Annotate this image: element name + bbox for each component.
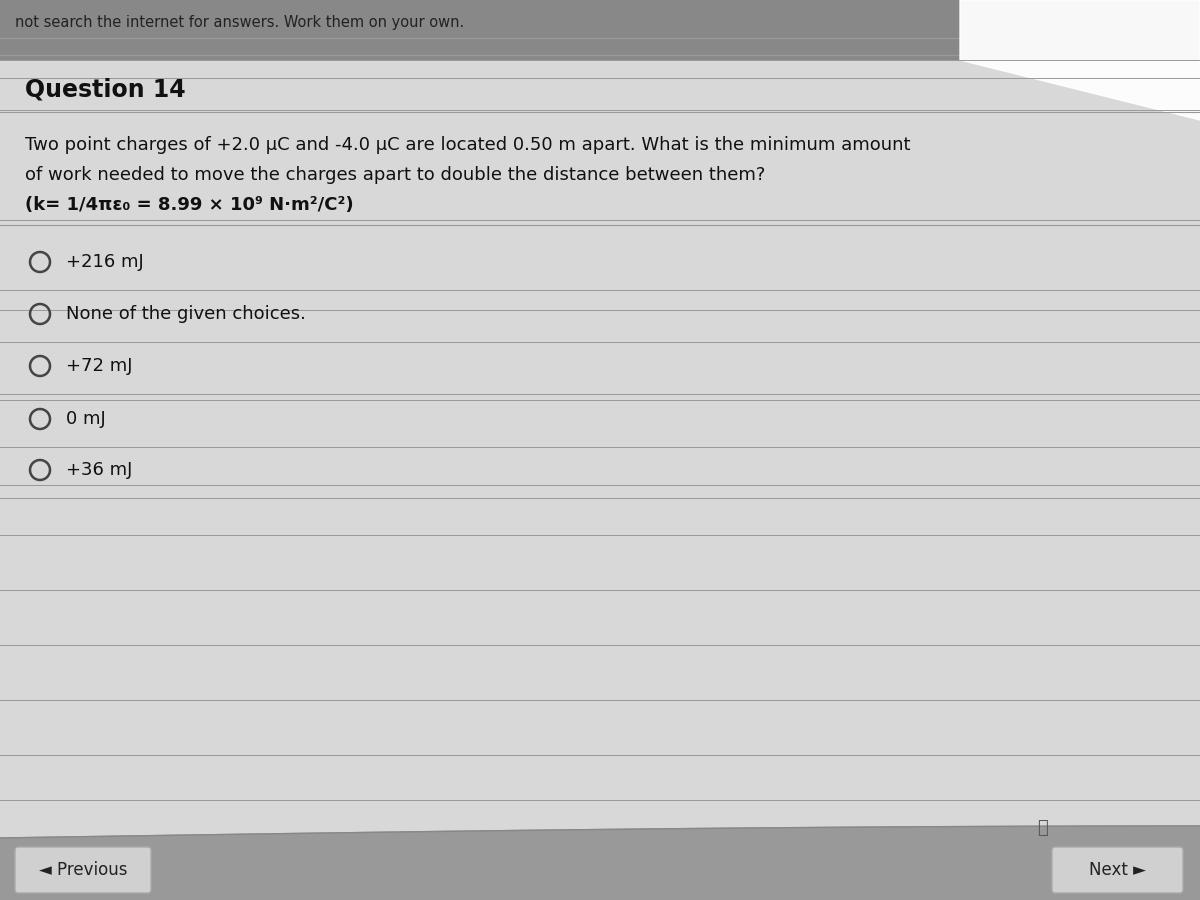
Text: None of the given choices.: None of the given choices. [66, 305, 306, 323]
Text: +216 mJ: +216 mJ [66, 253, 144, 271]
Text: Question 14: Question 14 [25, 78, 186, 102]
Text: of work needed to move the charges apart to double the distance between them?: of work needed to move the charges apart… [25, 166, 766, 184]
Text: ◄ Previous: ◄ Previous [38, 861, 127, 879]
FancyBboxPatch shape [0, 60, 1200, 840]
Text: Next ►: Next ► [1088, 861, 1146, 879]
FancyBboxPatch shape [0, 0, 1200, 60]
Text: +72 mJ: +72 mJ [66, 357, 132, 375]
Text: +36 mJ: +36 mJ [66, 461, 132, 479]
FancyBboxPatch shape [0, 838, 1200, 900]
Text: not search the internet for answers. Work them on your own.: not search the internet for answers. Wor… [14, 14, 464, 30]
Text: Two point charges of +2.0 μC and -4.0 μC are located 0.50 m apart. What is the m: Two point charges of +2.0 μC and -4.0 μC… [25, 136, 911, 154]
Text: 0 mJ: 0 mJ [66, 410, 106, 428]
Polygon shape [960, 0, 1200, 120]
Text: 👍: 👍 [1037, 819, 1048, 837]
Text: (k= 1/4πε₀ = 8.99 × 10⁹ N·m²/C²): (k= 1/4πε₀ = 8.99 × 10⁹ N·m²/C²) [25, 196, 354, 214]
FancyBboxPatch shape [14, 847, 151, 893]
FancyBboxPatch shape [1052, 847, 1183, 893]
